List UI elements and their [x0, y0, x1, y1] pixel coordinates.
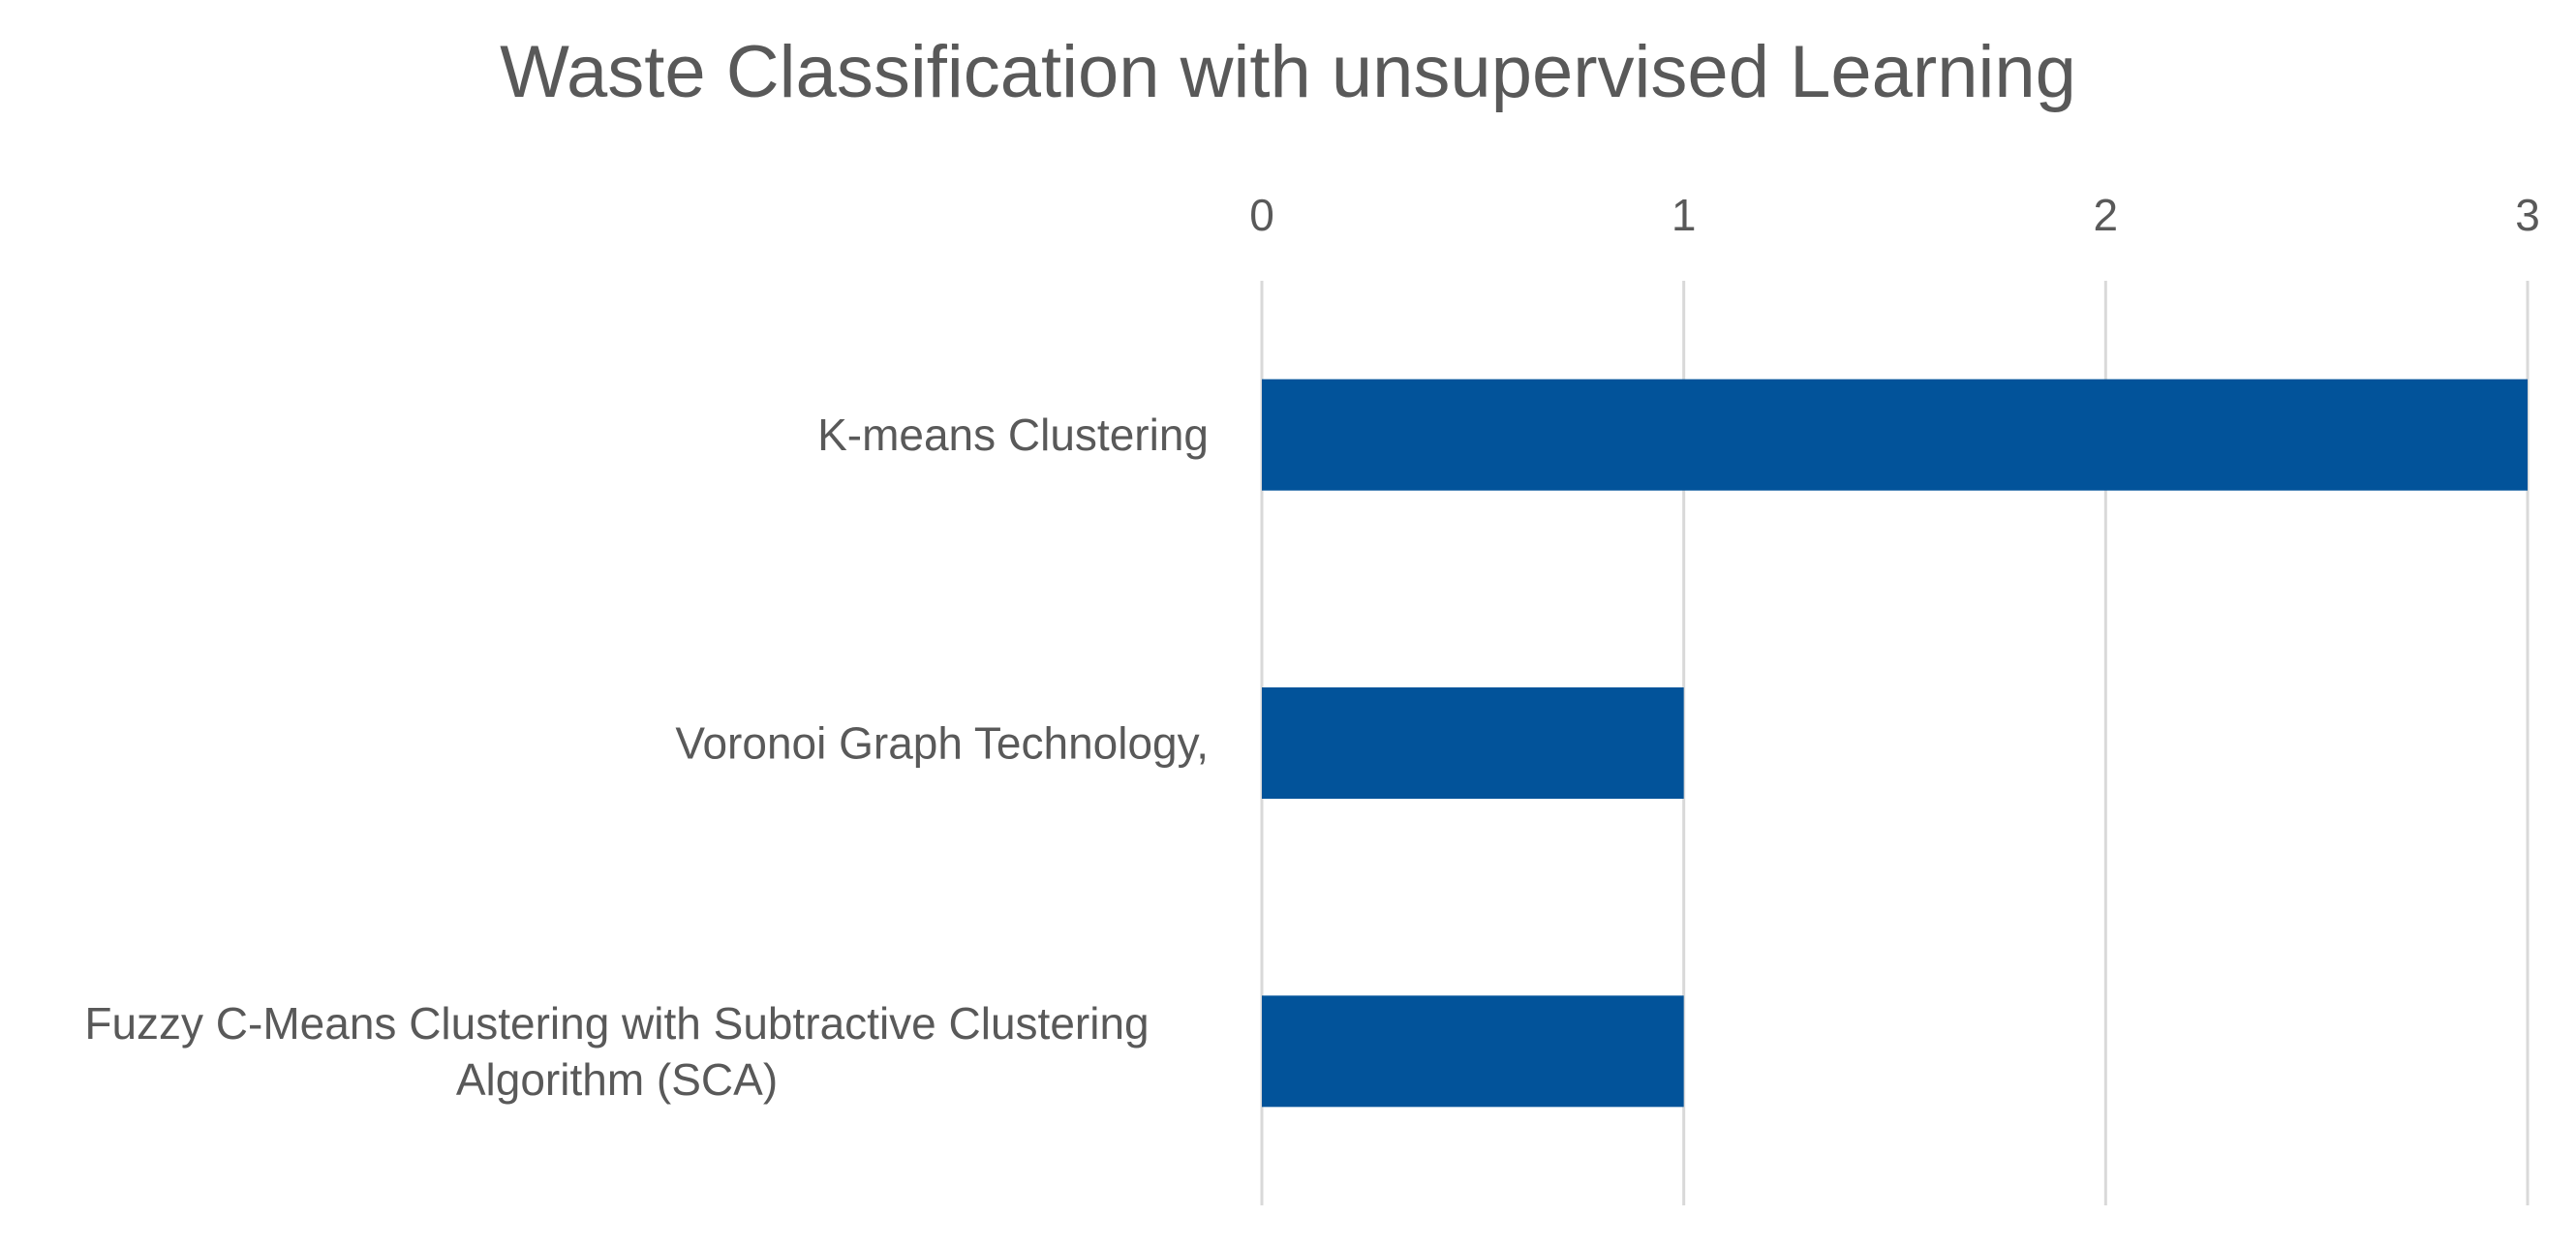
- category-labels: K-means Clustering Voronoi Graph Technolo…: [84, 410, 1209, 1105]
- category-label-1: Voronoi Graph Technology,: [675, 718, 1209, 769]
- bar-0: [1262, 379, 2528, 491]
- x-tick-label-2: 2: [2094, 190, 2119, 240]
- bar-2: [1262, 995, 1684, 1108]
- chart-title: Waste Classification with unsupervised L…: [500, 31, 2076, 113]
- x-tick-label-0: 0: [1249, 190, 1274, 240]
- bars: [1262, 379, 2528, 1108]
- x-tick-label-3: 3: [2515, 190, 2540, 240]
- x-axis-tick-labels: 0 1 2 3: [1249, 190, 2540, 240]
- category-label-2-line-1: Algorithm (SCA): [456, 1054, 778, 1105]
- x-tick-label-1: 1: [1671, 190, 1697, 240]
- category-label-0-line-0: K-means Clustering: [817, 410, 1209, 460]
- category-label-2-line-0: Fuzzy C-Means Clustering with Subtractiv…: [84, 998, 1149, 1049]
- bar-1: [1262, 687, 1684, 799]
- category-label-1-line-0: Voronoi Graph Technology,: [675, 718, 1209, 769]
- category-label-2: Fuzzy C-Means Clustering with Subtractiv…: [84, 998, 1149, 1105]
- category-label-0: K-means Clustering: [817, 410, 1209, 460]
